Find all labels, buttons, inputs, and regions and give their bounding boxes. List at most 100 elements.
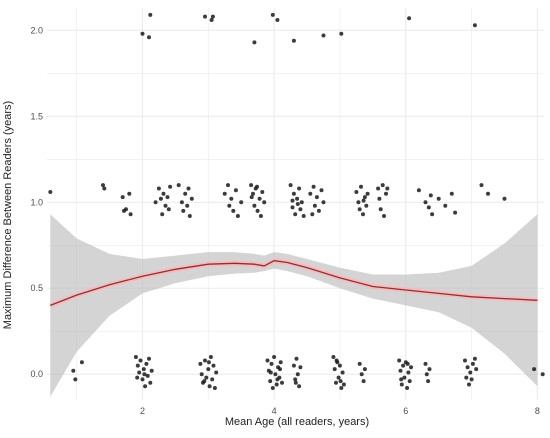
data-point: [147, 35, 151, 40]
data-point: [406, 370, 411, 375]
data-point: [359, 184, 363, 189]
data-point: [293, 377, 298, 382]
data-point: [290, 205, 295, 210]
data-point: [362, 195, 367, 200]
x-tick-label: 6: [403, 406, 408, 416]
data-point: [297, 384, 302, 389]
data-point: [295, 372, 300, 377]
data-point: [135, 363, 140, 368]
data-point: [293, 212, 298, 217]
data-point: [187, 214, 192, 218]
data-point: [142, 372, 147, 377]
data-point: [148, 380, 153, 385]
data-point: [449, 191, 454, 196]
data-point: [166, 207, 171, 212]
data-point: [362, 367, 367, 372]
data-point: [138, 358, 143, 363]
data-point: [295, 196, 300, 201]
data-point: [470, 361, 475, 366]
data-point: [275, 18, 280, 22]
data-point: [273, 372, 278, 377]
data-point: [540, 372, 545, 377]
data-point: [479, 183, 484, 188]
data-point: [405, 361, 410, 366]
data-point: [128, 212, 133, 217]
data-point: [202, 379, 207, 384]
data-point: [361, 379, 366, 384]
data-point: [204, 375, 209, 380]
y-tick-label: 0.0: [30, 369, 43, 379]
confidence-band-layer: [50, 214, 538, 397]
data-point: [385, 186, 390, 191]
data-point: [486, 191, 490, 196]
data-point: [122, 208, 126, 213]
data-point: [211, 363, 216, 368]
data-point: [453, 210, 458, 215]
data-point: [161, 191, 166, 196]
data-point: [158, 196, 163, 201]
data-point: [102, 186, 107, 191]
data-point: [472, 23, 477, 28]
data-point: [168, 184, 173, 189]
data-point: [269, 361, 274, 366]
smooth-line-layer: [49, 258, 538, 308]
data-point: [270, 12, 275, 17]
data-point: [79, 360, 84, 365]
data-point: [206, 360, 211, 365]
smooth-line: [50, 260, 538, 307]
data-point: [365, 191, 370, 196]
data-point: [463, 358, 467, 363]
data-point: [133, 355, 138, 359]
data-point: [397, 358, 402, 363]
x-tick-label: 8: [535, 406, 540, 416]
data-point: [227, 203, 232, 208]
data-point: [73, 377, 78, 382]
data-point: [181, 208, 186, 213]
data-point: [163, 203, 168, 208]
data-point: [426, 379, 431, 384]
data-point: [291, 38, 296, 43]
data-point: [402, 375, 407, 380]
data-point: [331, 355, 336, 359]
data-point: [359, 372, 364, 377]
x-axis-ticks: 2 4 6 8: [140, 406, 540, 416]
data-point: [311, 184, 316, 189]
data-point: [443, 203, 448, 208]
data-point: [291, 363, 296, 368]
data-point: [293, 380, 298, 385]
data-point: [145, 373, 150, 378]
data-point: [265, 358, 270, 363]
x-tick-label: 2: [140, 406, 145, 416]
data-point: [252, 40, 257, 45]
data-point: [233, 188, 238, 193]
data-point: [140, 31, 145, 36]
data-point: [361, 212, 365, 217]
grid: [47, 8, 544, 400]
data-point: [423, 361, 428, 366]
data-point: [199, 372, 204, 377]
data-point: [229, 196, 234, 201]
data-point: [468, 370, 473, 375]
data-point: [423, 200, 428, 205]
data-point: [378, 207, 383, 212]
data-point: [212, 386, 217, 390]
data-point: [208, 355, 213, 359]
data-point: [203, 358, 207, 363]
data-point: [310, 212, 315, 217]
data-point: [149, 368, 154, 373]
data-point: [141, 367, 146, 372]
data-point: [249, 195, 254, 200]
data-point: [144, 361, 149, 366]
data-point: [297, 186, 302, 191]
points-layer: [48, 12, 545, 390]
data-point: [299, 200, 304, 205]
data-point: [382, 214, 386, 218]
data-point: [357, 361, 362, 366]
data-point: [502, 196, 507, 201]
data-point: [407, 16, 412, 21]
data-point: [465, 365, 470, 370]
data-point: [426, 205, 431, 210]
data-point: [235, 214, 240, 218]
data-point: [340, 370, 345, 375]
x-axis-label: Mean Age (all readers, years): [225, 416, 369, 428]
